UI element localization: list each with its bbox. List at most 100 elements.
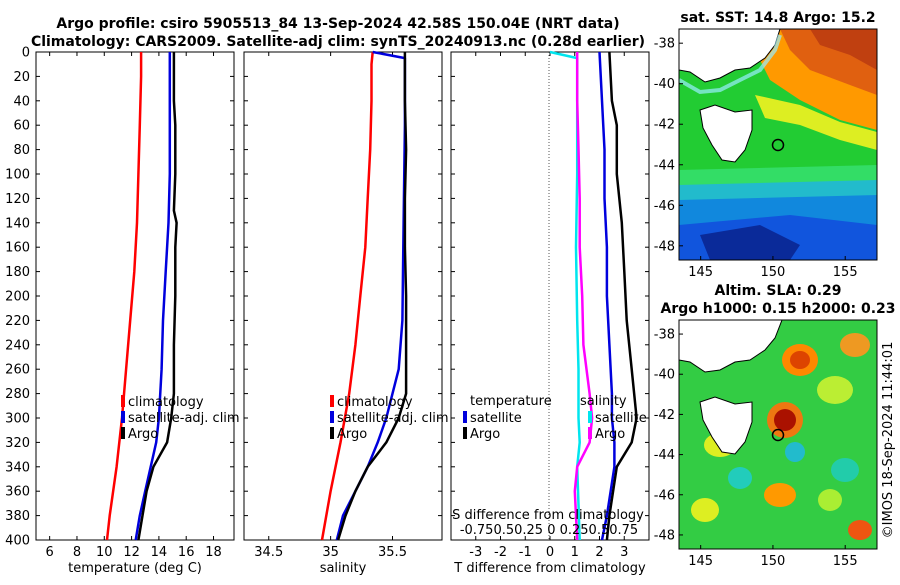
map-y-tick-label: -46 — [654, 488, 675, 503]
legend-label: Argo — [337, 427, 367, 442]
temp-xlabel: temperature (deg C) — [68, 561, 202, 576]
depth-tick-label: 240 — [5, 338, 30, 353]
temperature-panel — [35, 51, 235, 541]
x-tick-label: 1 — [571, 545, 579, 560]
legend-label: Argo — [595, 427, 625, 442]
depth-tick-label: 0 — [22, 46, 30, 61]
map-y-tick-label: -40 — [654, 77, 675, 92]
legend-label: climatology — [128, 395, 204, 410]
series-line-argo — [336, 52, 408, 541]
depth-tick-label: 380 — [5, 509, 30, 524]
depth-tick-label: 200 — [5, 290, 30, 305]
depth-tick-label: 120 — [5, 192, 30, 207]
depth-tick-label: 260 — [5, 363, 30, 378]
map-x-tick-label: 145 — [688, 554, 713, 569]
depth-tick-label: 40 — [13, 94, 30, 109]
depth-tick-label: 20 — [13, 70, 30, 85]
map-y-tick-label: -40 — [654, 368, 675, 383]
map-x-tick-label: 145 — [688, 265, 713, 280]
x-tick-label: 2 — [595, 545, 603, 560]
difference-panel — [450, 51, 650, 541]
series-line-temperature-argo — [605, 51, 638, 541]
map-x-tick-label: 155 — [833, 265, 858, 280]
sal-xlabel: salinity — [320, 561, 367, 576]
figure-title-line1: Argo profile: csiro 5905513_84 13-Sep-20… — [56, 16, 619, 32]
salinity-panel — [243, 51, 443, 541]
x-tick-label: 3 — [620, 545, 628, 560]
depth-tick-label: 180 — [5, 265, 30, 280]
depth-tick-label: 360 — [5, 485, 30, 500]
depth-tick-label: 320 — [5, 436, 30, 451]
sal-legend: climatology satellite-adj. clim Argo — [330, 395, 449, 442]
map-y-tick-label: -48 — [654, 528, 675, 543]
diff-xlabel: T difference from climatology — [453, 561, 646, 576]
legend-label: satellite-adj. clim — [128, 411, 240, 426]
depth-tick-label: 140 — [5, 216, 30, 231]
map-y-tick-label: -46 — [654, 199, 675, 214]
map-top-title: sat. SST: 14.8 Argo: 15.2 — [680, 10, 875, 26]
map-bottom-title-2: Argo h1000: 0.15 h2000: 0.23 — [660, 301, 895, 317]
legend-label: climatology — [337, 395, 413, 410]
depth-tick-label: 400 — [5, 534, 30, 549]
series-line-salinity-satellite — [549, 50, 581, 541]
map-y-tick-label: -44 — [654, 448, 675, 463]
legend-label: Argo — [470, 427, 500, 442]
series-line-temperature-satellite — [598, 51, 616, 541]
depth-tick-label: 160 — [5, 241, 30, 256]
x-tick-label: 34.5 — [254, 545, 283, 560]
legend-title-salinity: salinity — [580, 394, 627, 409]
series-line-satellite-adj-clim — [134, 52, 172, 541]
map-bottom-axes: -38 -40 -42 -44 -46 -48 145 150 155 — [654, 328, 858, 569]
legend-label: satellite-adj. clim — [337, 411, 449, 426]
x-tick-label: 35.5 — [378, 545, 407, 560]
map-y-tick-label: -38 — [654, 37, 675, 52]
depth-tick-label: 100 — [5, 168, 30, 183]
series-line-climatology — [105, 52, 143, 541]
panel-x-axes: 6 8 10 12 14 16 18 34.5 35 35.5 -3 -2 -1 0 1 2 3 — [46, 52, 628, 560]
map-y-tick-label: -48 — [654, 239, 675, 254]
s-diff-label: S difference from climatology — [452, 508, 644, 523]
map-x-tick-label: 155 — [833, 554, 858, 569]
map-bottom-title-1: Altim. SLA: 0.29 — [714, 283, 841, 299]
legend-title-temperature: temperature — [470, 394, 552, 409]
map-y-tick-label: -44 — [654, 158, 675, 173]
map-y-tick-label: -42 — [654, 408, 675, 423]
depth-tick-label: 220 — [5, 314, 30, 329]
map-y-tick-label: -42 — [654, 118, 675, 133]
series-line-argo — [137, 52, 178, 541]
x-tick-label: 12 — [123, 545, 140, 560]
sst-map — [679, 29, 877, 260]
profile-lines — [105, 50, 638, 541]
argo-location-marker — [771, 138, 785, 152]
figure-title-line2: Climatology: CARS2009. Satellite-adj cli… — [31, 34, 645, 50]
depth-tick-label: 340 — [5, 460, 30, 475]
s-diff-ticks: -0.750.50.25 0 0.250.50.75 — [460, 523, 638, 538]
depth-tick-label: 80 — [13, 143, 30, 158]
depth-tick-label: 300 — [5, 412, 30, 427]
x-tick-label: 0 — [546, 545, 554, 560]
depth-axis: 0 20 40 60 80 100 120 140 160 180 200 220 240 260 280 3… — [5, 46, 649, 549]
x-tick-label: -3 — [469, 545, 482, 560]
x-tick-label: -1 — [519, 545, 532, 560]
legend-label: Argo — [128, 427, 158, 442]
map-bottom-frame — [678, 319, 878, 550]
map-top-axes: -38 -40 -42 -44 -46 -48 145 150 155 — [654, 37, 858, 280]
argo-location-marker — [771, 428, 785, 442]
x-tick-label: 8 — [73, 545, 81, 560]
x-tick-label: 18 — [205, 545, 222, 560]
x-tick-label: 16 — [178, 545, 195, 560]
depth-tick-label: 60 — [13, 119, 30, 134]
legend-label: satellite — [470, 411, 522, 426]
map-x-tick-label: 150 — [761, 265, 786, 280]
diff-legend: temperature satellite Argo salinity sate… — [463, 394, 647, 442]
x-tick-label: 14 — [151, 545, 168, 560]
map-x-tick-label: 150 — [761, 554, 786, 569]
x-tick-label: 6 — [46, 545, 54, 560]
series-line-climatology — [320, 51, 374, 541]
depth-tick-label: 280 — [5, 387, 30, 402]
legend-label: satellite — [595, 411, 647, 426]
sla-map — [679, 320, 877, 549]
map-top-frame — [678, 28, 878, 261]
x-tick-label: 10 — [96, 545, 113, 560]
